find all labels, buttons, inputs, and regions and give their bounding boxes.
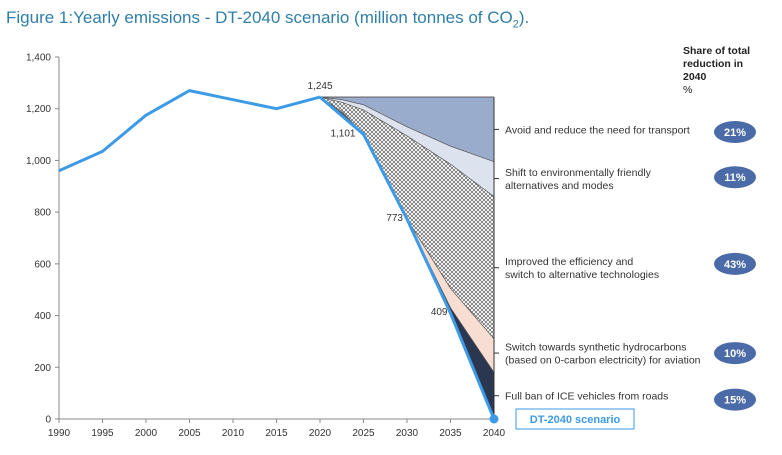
share-badge-label: 15% — [724, 395, 746, 407]
x-tick-label: 2030 — [396, 428, 419, 439]
share-badge — [714, 120, 756, 143]
emission-lines — [58, 89, 499, 424]
category-labels: Avoid and reduce the need for transport S… — [494, 124, 701, 403]
share-badges: 21% 11% 43% 10% 15% — [714, 120, 756, 411]
x-tick-label: 2025 — [352, 428, 375, 439]
x-tick-label: 1990 — [48, 428, 71, 439]
data-label: 409 — [431, 307, 448, 318]
category-label: Shift to environmentally friendly — [505, 167, 652, 179]
title-subscript: 2 — [512, 18, 519, 31]
historical-line — [58, 89, 321, 173]
y-tick-label: 600 — [34, 259, 51, 270]
data-label: 1,101 — [330, 128, 355, 139]
scenario-box — [515, 408, 635, 430]
axes: 0 200 400 600 800 1,000 1,200 1,400 1990 1995 2000… — [26, 53, 506, 440]
share-badge-label: 11% — [724, 172, 746, 184]
share-header-line3: 2040 — [683, 71, 707, 83]
y-tick-label: 0 — [45, 415, 51, 426]
data-label: 1,245 — [307, 81, 332, 92]
title-end: ). — [518, 8, 530, 27]
category-label: Full ban of ICE vehicles from roads — [505, 391, 668, 403]
share-header-unit: % — [683, 84, 692, 96]
category-label: alternatives and modes — [505, 180, 614, 192]
x-tick-label: 2035 — [439, 428, 462, 439]
share-badge-label: 43% — [724, 259, 746, 271]
scenario-line — [319, 95, 496, 420]
share-header-line2: reduction in — [683, 58, 743, 70]
share-badge — [714, 342, 756, 365]
category-label: switch to alternative technologies — [505, 269, 659, 281]
x-tick-label: 2040 — [483, 428, 506, 439]
x-tick-label: 1995 — [91, 428, 114, 439]
y-tick-label: 400 — [34, 311, 51, 322]
y-tick-label: 1,200 — [26, 104, 51, 115]
data-labels: 1,245 1,101 773 409 DT-2040 scenario — [307, 81, 635, 430]
x-tick-label: 2015 — [265, 428, 288, 439]
category-label: Avoid and reduce the need for transport — [505, 124, 690, 136]
share-badge — [714, 252, 756, 275]
reduction-wedges — [319, 96, 495, 420]
category-label: Improved the efficiency and — [505, 256, 633, 268]
y-tick-label: 200 — [34, 363, 51, 374]
share-badge-label: 21% — [724, 127, 746, 139]
share-badge-label: 10% — [724, 348, 746, 360]
x-tick-label: 2020 — [309, 428, 332, 439]
y-tick-label: 800 — [34, 208, 51, 219]
y-tick-label: 1,000 — [26, 156, 51, 167]
data-label: 773 — [386, 213, 403, 224]
title-text: Figure 1:Yearly emissions - DT-2040 scen… — [6, 8, 513, 27]
scenario-endpoint — [489, 414, 499, 424]
y-tick-label: 1,400 — [26, 53, 51, 64]
share-header: Share of total reduction in 2040 % — [683, 45, 750, 96]
x-tick-label: 2010 — [222, 428, 245, 439]
category-label: (based on 0-carbon electricity) for avia… — [505, 355, 701, 367]
share-header-line1: Share of total — [683, 45, 750, 57]
x-tick-label: 2005 — [178, 428, 201, 439]
share-badge — [714, 166, 756, 189]
share-badge — [714, 388, 756, 411]
chart-title: Figure 1:Yearly emissions - DT-2040 scen… — [6, 8, 529, 30]
category-label: Switch towards synthetic hydrocarbons — [505, 342, 687, 354]
x-tick-label: 2000 — [135, 428, 158, 439]
scenario-box-label: DT-2040 scenario — [530, 414, 621, 426]
